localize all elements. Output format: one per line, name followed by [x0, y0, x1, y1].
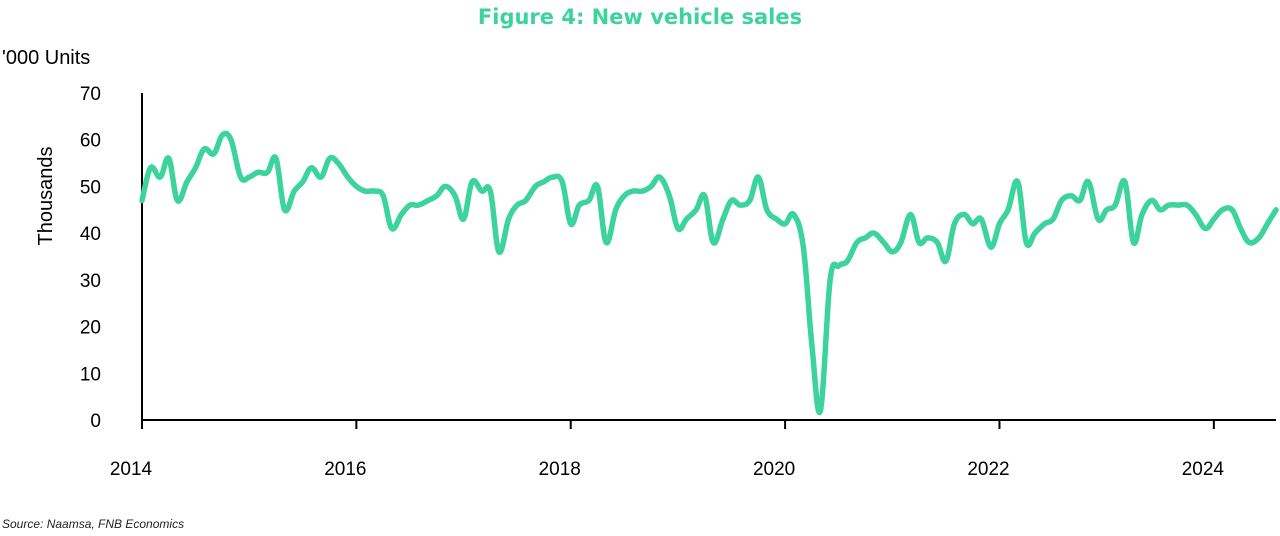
x-tick-label: 2014: [110, 459, 153, 480]
x-tick-label: 2022: [967, 459, 1009, 480]
y-tick: 60: [80, 131, 101, 152]
y-tick-label: 70: [80, 84, 101, 105]
source-note: Source: Naamsa, FNB Economics: [2, 517, 185, 531]
y-tick: 70: [80, 84, 101, 105]
y-tick: 50: [80, 177, 101, 198]
x-tick-label: 2016: [324, 459, 366, 480]
y-axis: 0 10 20 30 40 50 60 70: [80, 84, 143, 432]
chart-title: Figure 4: New vehicle sales: [477, 5, 803, 29]
x-tick-label: 2024: [1182, 459, 1225, 480]
x-tick: 2020: [753, 420, 795, 480]
series-line-0: [139, 130, 1279, 416]
y-tick-label: 40: [80, 224, 101, 245]
x-tick: 2014: [110, 420, 153, 480]
y-tick-label: 10: [80, 364, 101, 385]
y-tick: 40: [80, 224, 101, 245]
x-tick: 2022: [967, 420, 1010, 480]
x-axis: 2014 2016 2018 2020 2022 2024: [110, 419, 1276, 480]
x-tick: 2018: [539, 420, 581, 480]
series-group: [139, 130, 1279, 416]
y-tick: 0: [90, 411, 101, 432]
units-label: '000 Units: [2, 47, 91, 69]
y-tick-label: 30: [80, 271, 101, 292]
y-tick: 20: [80, 318, 101, 339]
y-tick-label: 20: [80, 318, 101, 339]
x-tick: 2024: [1182, 420, 1225, 480]
y-tick-label: 0: [90, 411, 101, 432]
y-tick: 30: [80, 271, 101, 292]
y-tick-label: 60: [80, 131, 101, 152]
y-tick: 10: [80, 364, 101, 385]
x-tick-label: 2018: [539, 459, 581, 480]
y-tick-label: 50: [80, 177, 101, 198]
x-tick-label: 2020: [753, 459, 795, 480]
y-axis-label: Thousands: [35, 147, 57, 246]
x-tick: 2016: [324, 420, 367, 480]
